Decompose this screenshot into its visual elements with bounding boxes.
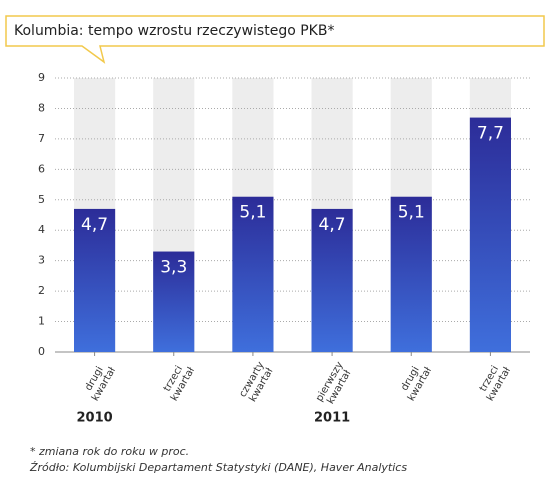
- title-box: [5, 15, 545, 64]
- y-tick-label: 7: [38, 132, 45, 145]
- y-tick-label: 6: [38, 162, 45, 175]
- bar: [311, 208, 353, 352]
- value-label: 4,7: [81, 215, 108, 235]
- year-label: 2010: [76, 411, 112, 426]
- y-tick-label: 1: [38, 315, 45, 328]
- value-label: 5,1: [398, 203, 425, 223]
- bar: [469, 117, 511, 352]
- y-tick-label: 3: [38, 254, 45, 267]
- y-tick-label: 0: [38, 345, 45, 358]
- year-label: 2011: [314, 411, 350, 426]
- bar: [153, 251, 195, 352]
- value-label: 3,3: [160, 258, 187, 278]
- y-tick-label: 8: [38, 101, 45, 114]
- value-label: 5,1: [239, 203, 266, 223]
- bar: [74, 208, 116, 352]
- chart-title: Kolumbia: tempo wzrostu rzeczywistego PK…: [14, 23, 334, 39]
- value-label: 7,7: [477, 124, 504, 144]
- footnote: * zmiana rok do roku w proc.: [30, 445, 189, 458]
- source: Źródło: Kolumbijski Departament Statysty…: [29, 461, 407, 474]
- y-tick-label: 4: [38, 223, 45, 236]
- bar: [232, 196, 274, 352]
- bar: [390, 196, 432, 352]
- y-tick-label: 9: [38, 71, 45, 84]
- value-label: 4,7: [319, 215, 346, 235]
- y-tick-label: 2: [38, 284, 45, 297]
- y-tick-label: 5: [38, 193, 45, 206]
